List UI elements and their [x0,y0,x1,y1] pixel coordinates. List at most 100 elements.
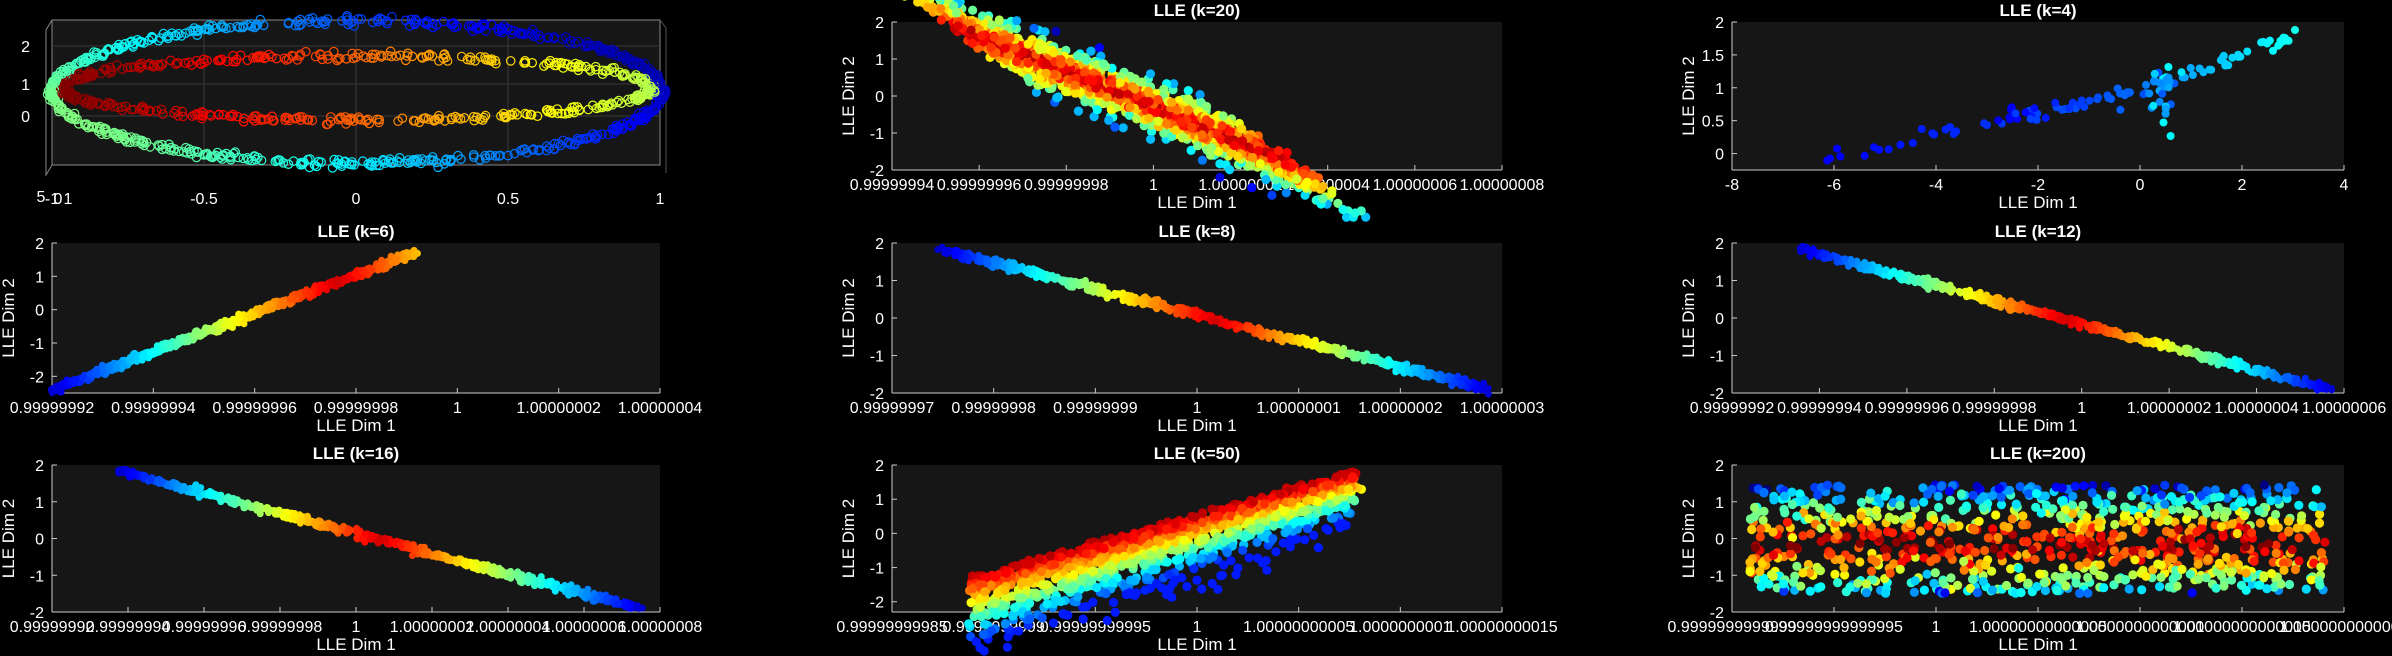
data-point [583,104,594,115]
panel-title: LLE (k=6) [318,222,395,241]
data-point [578,134,588,144]
data-point [377,14,388,25]
data-point [468,152,479,162]
data-point [1099,283,1107,291]
data-point [1178,305,1186,313]
x-tick-label: 1.00000002 [2127,400,2212,417]
data-point [382,50,393,61]
data-point [422,16,432,26]
y-axis-label: LLE Dim 2 [1679,278,1698,357]
data-point [991,260,999,268]
data-point [91,49,102,60]
data-point [1980,119,1989,128]
data-point [2011,109,2020,118]
data-point [1202,101,1212,112]
data-point [465,55,476,65]
data-point [1338,204,1348,215]
x-tick-label: 0 [352,191,361,208]
data-point [1318,194,1328,204]
data-point [1153,116,1164,126]
data-point [520,57,531,68]
data-point [1144,97,1154,107]
data-point [605,46,615,56]
data-point [936,4,946,14]
data-point [76,74,87,85]
data-point [170,30,181,41]
data-point [317,16,327,26]
data-point [607,100,618,110]
data-point [155,61,165,72]
data-point [423,114,434,124]
data-point [53,103,64,114]
panel-title: LLE (k=20) [1154,1,1240,20]
data-point [86,52,97,62]
data-point [569,107,579,118]
data-point [1041,59,1051,69]
data-point [255,115,266,125]
data-point [2207,65,2216,74]
data-point [137,101,148,112]
data-point [620,69,630,79]
data-point [573,36,583,47]
data-point [1052,93,1062,103]
data-point [564,39,575,49]
data-point [335,53,345,64]
data-point [147,350,154,358]
data-point [1917,125,1926,133]
data-point [104,68,115,78]
data-point [71,58,82,69]
data-point [99,366,107,373]
data-point [553,108,563,119]
data-point [611,120,621,131]
data-point [563,137,574,147]
plot-area [1732,22,2344,170]
data-point [1088,76,1098,86]
data-point [1151,107,1161,117]
data-point [506,25,516,35]
data-point [480,150,490,161]
data-point [547,108,557,118]
data-point [1387,359,1395,367]
z-tick-label: 1 [21,77,30,94]
data-point [424,154,435,165]
data-point [279,53,290,63]
data-point [51,74,62,84]
data-point [1092,105,1102,115]
data-point [987,20,997,30]
data-point [512,110,522,120]
data-point [139,140,149,151]
y-tick-label: -1 [870,349,884,366]
data-point [475,114,485,124]
data-point [79,94,90,104]
data-point [299,157,309,168]
data-point [349,21,359,31]
data-point [284,115,295,126]
data-point [1253,145,1264,156]
data-point [570,38,580,49]
data-point [566,61,576,72]
data-point [967,38,977,48]
data-point [327,163,338,173]
data-point [368,53,379,63]
y-tick-label: 2 [1715,15,1724,32]
data-point [242,55,253,66]
data-point [1320,341,1328,349]
data-point [128,62,139,72]
x-tick-label: -6 [1827,177,1841,194]
z-tick-label: 0 [21,109,30,126]
data-point [1145,69,1156,79]
data-point [238,153,249,164]
y-tick-label: 0 [875,311,884,328]
data-point [462,54,473,65]
data-point [134,63,145,73]
data-point [363,114,373,125]
data-point [493,23,503,34]
data-point [1994,116,2003,125]
x-axis-label: LLE Dim 1 [1157,193,1236,212]
data-point [609,67,620,77]
data-point [193,24,203,35]
y-tick-label: -1 [30,336,44,353]
data-point [174,338,182,346]
data-point [252,52,262,63]
